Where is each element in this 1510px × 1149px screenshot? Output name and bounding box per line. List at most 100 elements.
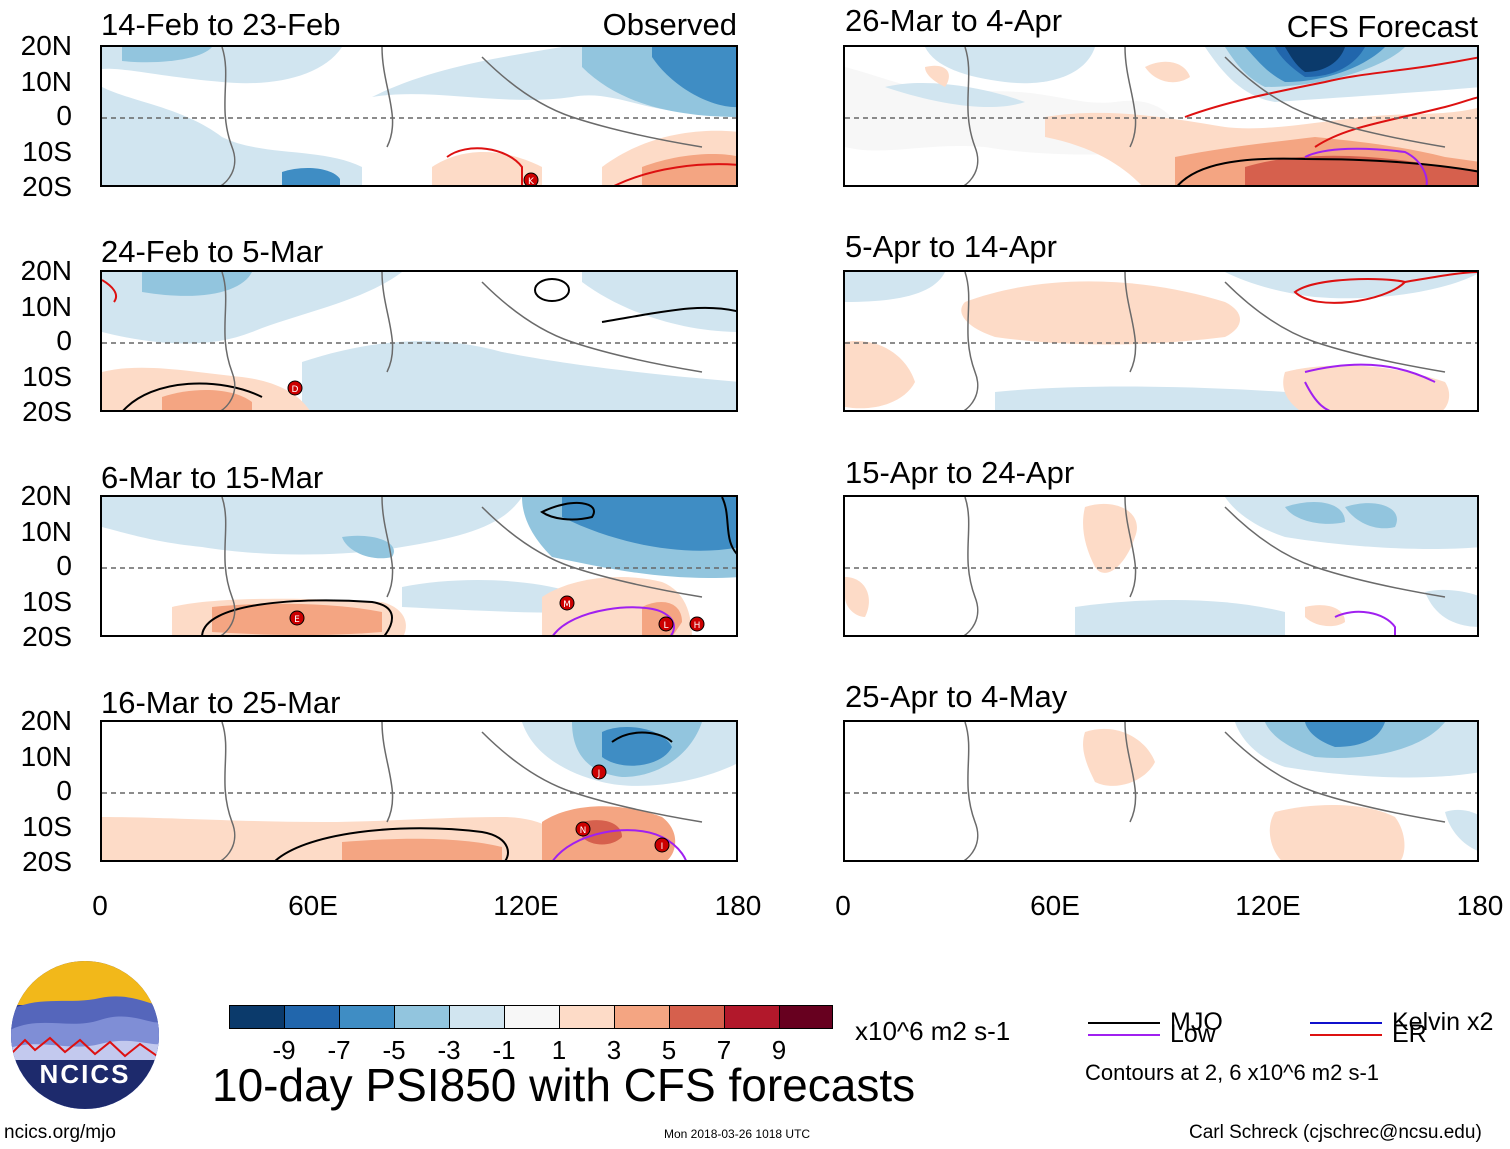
panel-title-obs-1: 14-Feb to 23-Feb	[101, 7, 341, 42]
storm-marker-E	[289, 610, 305, 626]
map-obs-2: D	[100, 270, 738, 412]
lat-label: 10S	[22, 136, 72, 167]
lat-label: 0	[56, 325, 72, 356]
lat-label: 10N	[20, 741, 72, 772]
main-title: 10-day PSI850 with CFS forecasts	[212, 1059, 916, 1111]
storm-marker-D	[287, 380, 303, 396]
er-contour-1	[1314, 96, 1477, 148]
storm-label-N: N	[580, 826, 587, 836]
pos-anomaly-2	[1269, 805, 1405, 860]
colorbar-tick: 1	[551, 1035, 567, 1065]
lat-label: 10S	[22, 586, 72, 617]
er-contour-2	[1404, 272, 1477, 283]
pos-anomaly-2	[1145, 61, 1190, 83]
lat-label: 20S	[22, 396, 72, 427]
low-contour-2	[1304, 381, 1331, 410]
neg-anomaly-7	[1285, 47, 1345, 72]
mjo-contour-1	[201, 599, 393, 635]
colorbar-tick: -9	[272, 1035, 296, 1065]
panel-title-obs-3: 6-Mar to 15-Mar	[101, 460, 324, 495]
low-contour-1	[1304, 363, 1436, 383]
storm-label-K: K	[528, 177, 535, 187]
kelvin-legend-label: Kelvin x2	[1392, 1008, 1494, 1036]
low-contour-1	[1334, 610, 1396, 635]
neg-anomaly-2	[342, 535, 394, 559]
low-legend-label: Low	[1170, 1020, 1216, 1048]
lon-label: 0	[92, 890, 108, 921]
colorbar-box	[614, 1005, 670, 1029]
mjo-contour-3	[534, 278, 570, 302]
colorbar-box	[339, 1005, 395, 1029]
lon-label: 60E	[288, 890, 338, 921]
ncics-logo: NCICS	[10, 960, 160, 1110]
er-contour-1	[1293, 278, 1407, 304]
storm-label-L: L	[663, 621, 668, 631]
neg-anomaly-1	[845, 272, 945, 302]
map-fcst-2-plot	[845, 272, 1477, 410]
neg-anomaly-3	[1305, 722, 1385, 747]
lat-label: 10N	[20, 291, 72, 322]
lon-label: 120E	[1235, 890, 1301, 921]
coastlines	[220, 272, 703, 410]
panel-title-fcst-2: 5-Apr to 14-Apr	[845, 229, 1057, 264]
storm-marker-K	[523, 172, 539, 185]
map-fcst-4-plot	[845, 722, 1477, 860]
neg-anomaly-2	[142, 272, 252, 296]
colorbar-box	[229, 1005, 285, 1029]
coastlines	[963, 272, 1446, 410]
colorbar-box	[284, 1005, 340, 1029]
map-fcst-3-plot	[845, 497, 1477, 635]
map-obs-1-plot: K	[102, 47, 736, 187]
colorbar-tick: -7	[327, 1035, 351, 1065]
low-contour-1	[1304, 147, 1428, 185]
kelvin-legend-line	[1310, 1022, 1382, 1024]
lon-label: 120E	[493, 890, 559, 921]
coastlines	[220, 47, 703, 185]
neg-anomaly-3	[1345, 503, 1397, 529]
neg-anomaly-2	[925, 47, 1095, 84]
map-fcst-1-plot	[845, 47, 1477, 185]
colorbar-box	[394, 1005, 450, 1029]
map-obs-2-plot: D	[102, 272, 736, 410]
neg-anomaly-2	[102, 87, 362, 185]
map-obs-3-plot: E M L H	[102, 497, 736, 635]
map-obs-1: K	[100, 45, 738, 187]
storm-marker-J	[591, 764, 607, 780]
lat-label: 20S	[22, 846, 72, 877]
pos-anomaly-1	[925, 65, 949, 87]
low-contour-1	[552, 829, 687, 860]
colorbar-box	[504, 1005, 560, 1029]
panel-title-obs-4: 16-Mar to 25-Mar	[101, 685, 341, 720]
colorbar-box	[559, 1005, 615, 1029]
lon-label: 180	[714, 890, 762, 921]
storm-label-D: D	[292, 385, 299, 395]
colorbar-box	[669, 1005, 725, 1029]
colorbar-tick: 7	[716, 1035, 732, 1065]
neg-anomaly-1	[1225, 497, 1477, 549]
map-obs-3: E M L H	[100, 495, 738, 637]
neg-anomaly-3	[122, 47, 212, 63]
lat-label: 20S	[22, 621, 72, 652]
colorbar-units: x10^6 m2 s-1	[855, 1016, 1011, 1046]
map-obs-4: J N I	[100, 720, 738, 862]
lat-label: 0	[56, 775, 72, 806]
neg-anomaly-1	[885, 82, 1025, 107]
coastlines	[963, 47, 1446, 185]
pos-anomaly-3	[1305, 605, 1345, 627]
er-contour-2	[1184, 56, 1477, 118]
panel-title-fcst-4: 25-Apr to 4-May	[845, 679, 1068, 714]
map-fcst-3	[843, 495, 1479, 637]
lon-label: 60E	[1030, 890, 1080, 921]
pos-anomaly-1	[1083, 503, 1137, 573]
storm-label-I: I	[661, 842, 664, 852]
mjo-contour-2	[611, 731, 673, 743]
mjo-legend-line	[1088, 1022, 1160, 1024]
panel-title-fcst-1: 26-Mar to 4-Apr	[845, 3, 1063, 38]
panel-title-fcst-3: 15-Apr to 24-Apr	[845, 455, 1075, 490]
logo-text: NCICS	[40, 1059, 131, 1089]
mjo-contour-1	[1177, 157, 1477, 185]
lat-label: 0	[56, 550, 72, 581]
cfs-forecast-label: CFS Forecast	[1286, 9, 1478, 44]
lat-label: 10N	[20, 516, 72, 547]
storm-label-J: J	[597, 769, 601, 779]
